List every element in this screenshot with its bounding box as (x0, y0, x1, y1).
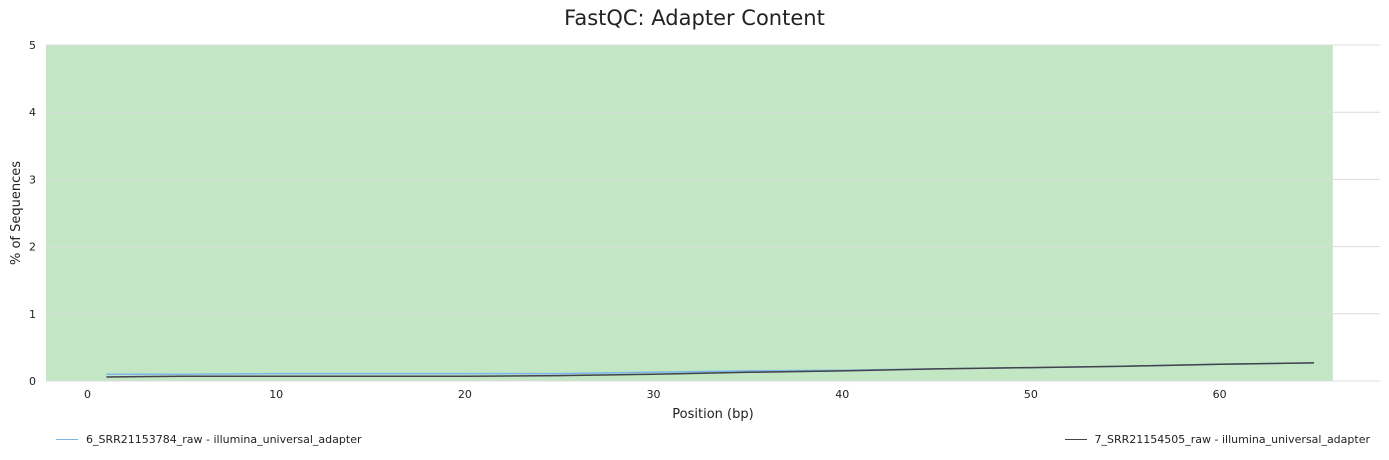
legend-swatch-series-2 (1064, 439, 1087, 440)
x-tick-label-60: 60 (1213, 388, 1227, 401)
legend-item-series-2[interactable]: 7_SRR21154505_raw - illumina_universal_a… (1064, 433, 1370, 446)
x-tick-label-20: 20 (458, 388, 472, 401)
y-tick-label-5: 5 (29, 39, 36, 52)
background-band (46, 45, 1333, 381)
chart-title: FastQC: Adapter Content (564, 6, 825, 30)
y-tick-label-4: 4 (29, 106, 36, 119)
y-tick-label-0: 0 (29, 375, 36, 388)
legend-label-series-2: 7_SRR21154505_raw - illumina_universal_a… (1094, 433, 1370, 446)
x-axis-title: Position (bp) (672, 407, 753, 422)
x-tick-label-50: 50 (1024, 388, 1038, 401)
legend-item-series-1[interactable]: 6_SRR21153784_raw - illumina_universal_a… (56, 433, 361, 446)
x-tick-label-30: 30 (647, 388, 661, 401)
y-axis-title: % of Sequences (9, 161, 24, 265)
x-tick-label-10: 10 (269, 388, 283, 401)
x-tick-label-40: 40 (835, 388, 849, 401)
y-tick-label-1: 1 (29, 308, 36, 321)
series-line-2 (106, 362, 1315, 378)
x-tick-label-0: 0 (84, 388, 91, 401)
y-tick-label-3: 3 (29, 173, 36, 186)
y-tick-label-2: 2 (29, 241, 36, 254)
legend-label-series-1: 6_SRR21153784_raw - illumina_universal_a… (86, 433, 362, 446)
legend-swatch-series-1 (56, 439, 78, 440)
